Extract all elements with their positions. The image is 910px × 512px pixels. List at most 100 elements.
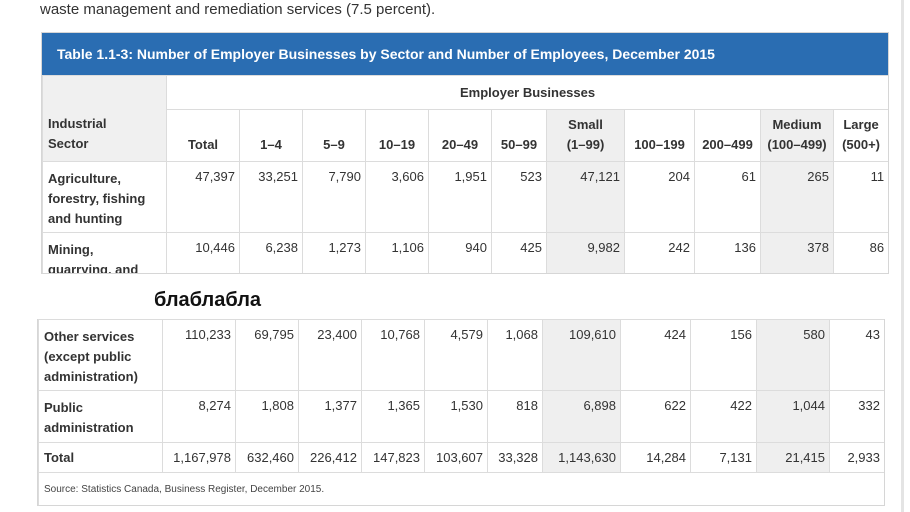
employer-businesses-table: Industrial Sector Employer Businesses To… <box>42 75 888 274</box>
sector-line: and hunting <box>48 211 123 226</box>
value-cell: 523 <box>491 161 547 233</box>
value-cell: 1,530 <box>424 390 488 443</box>
value-cell: 109,610 <box>542 319 621 391</box>
sector-line: forestry, fishing <box>48 191 146 206</box>
sector-cell: Agriculture, forestry, fishing and hunting <box>42 161 167 233</box>
total-value-cell: 7,131 <box>690 442 757 473</box>
sector-cell: Mining, quarrying, and <box>42 232 167 274</box>
total-value-cell: 147,823 <box>361 442 425 473</box>
sector-cell: Public administration <box>38 390 163 443</box>
value-cell: 3,606 <box>365 161 429 233</box>
table-caption: Table 1.1-3: Number of Employer Business… <box>42 33 888 75</box>
value-cell: 204 <box>624 161 695 233</box>
total-value-cell: 21,415 <box>756 442 830 473</box>
value-cell: 61 <box>694 161 761 233</box>
value-cell: 10,768 <box>361 319 425 391</box>
total-label: Total <box>38 442 163 473</box>
value-cell: 1,808 <box>235 390 299 443</box>
value-cell: 10,446 <box>166 232 240 273</box>
column-header-line2: 20–49 <box>441 137 479 152</box>
value-cell: 1,044 <box>756 390 830 443</box>
total-value-cell: 33,328 <box>487 442 543 473</box>
value-cell: 86 <box>832 232 888 273</box>
sector-line: Mining, <box>48 242 94 257</box>
value-cell: 23,400 <box>298 319 362 391</box>
value-cell: 110,233 <box>162 319 236 391</box>
column-header-line2: 5–9 <box>323 137 345 152</box>
value-cell: 424 <box>620 319 691 391</box>
column-header: 1–4 <box>239 109 303 162</box>
column-header: 50–99 <box>491 109 547 162</box>
table-row: Mining, quarrying, and 10,446 6,238 1,273 1,1… <box>42 232 888 274</box>
sector-header-line1: Industrial <box>48 116 107 131</box>
value-cell: 43 <box>829 319 884 391</box>
sector-cell: Other services (except public administrati… <box>38 319 163 391</box>
table-card-top: Table 1.1-3: Number of Employer Business… <box>41 32 889 274</box>
total-value-cell: 1,143,630 <box>542 442 621 473</box>
source-note: Source: Statistics Canada, Business Regi… <box>38 472 884 505</box>
table-card-bottom: Other services (except public administrati… <box>37 319 885 506</box>
sector-line: quarrying, and <box>48 262 139 274</box>
column-header-line2: 1–4 <box>260 137 282 152</box>
column-header-line2: (1–99) <box>566 137 605 152</box>
table-body-top: Agriculture, forestry, fishing and hunting… <box>42 161 888 274</box>
column-header-line2: (100–499) <box>767 137 827 152</box>
value-cell: 1,365 <box>361 390 425 443</box>
value-cell: 1,106 <box>365 232 429 273</box>
value-cell: 818 <box>487 390 543 443</box>
sector-line: Other services <box>44 329 135 344</box>
value-cell: 242 <box>624 232 695 273</box>
employer-businesses-table-continued: Other services (except public administrati… <box>38 319 884 505</box>
value-cell: 378 <box>760 232 834 273</box>
value-cell: 6,238 <box>239 232 303 273</box>
sector-line: Agriculture, <box>48 171 121 186</box>
total-value-cell: 632,460 <box>235 442 299 473</box>
sector-line: administration <box>44 420 134 435</box>
table-row: Public administration 8,274 1,808 1,377 1,365… <box>38 390 884 443</box>
column-header: 100–199 <box>624 109 695 162</box>
column-header-line2: 200–499 <box>702 137 753 152</box>
column-header-line2: 100–199 <box>634 137 685 152</box>
column-header: 5–9 <box>302 109 366 162</box>
column-header: Total <box>166 109 240 162</box>
column-header: Small (1–99) <box>546 109 625 162</box>
value-cell: 33,251 <box>239 161 303 233</box>
value-cell: 422 <box>690 390 757 443</box>
table-row: Agriculture, forestry, fishing and hunting… <box>42 161 888 233</box>
sector-header-line2: Sector <box>48 136 89 151</box>
total-value-cell: 103,607 <box>424 442 488 473</box>
value-cell: 1,951 <box>428 161 492 233</box>
sector-line: (except public <box>44 349 132 364</box>
value-cell: 580 <box>756 319 830 391</box>
value-cell: 47,121 <box>546 161 625 233</box>
value-cell: 1,273 <box>302 232 366 273</box>
column-header: 20–49 <box>428 109 492 162</box>
column-header: 10–19 <box>365 109 429 162</box>
group-header: Employer Businesses <box>165 75 888 110</box>
total-value-cell: 1,167,978 <box>162 442 236 473</box>
overlay-caption: блаблабла <box>154 289 262 311</box>
column-header-line1: Medium <box>772 117 822 132</box>
value-cell: 47,397 <box>166 161 240 233</box>
column-header-line1: Large <box>843 117 879 132</box>
total-value-cell: 226,412 <box>298 442 362 473</box>
value-cell: 8,274 <box>162 390 236 443</box>
sector-header: Industrial Sector <box>42 75 167 162</box>
column-header-line2: (500+) <box>842 137 881 152</box>
column-header-line2: Total <box>187 137 219 152</box>
column-header: Large (500+) <box>832 109 888 162</box>
value-cell: 332 <box>829 390 884 443</box>
column-header-row: Total 1–4 5–9 10–19 20–49 50–99 Small (1–99) 100… <box>43 109 888 162</box>
value-cell: 265 <box>760 161 834 233</box>
value-cell: 136 <box>694 232 761 273</box>
column-header: Medium (100–499) <box>760 109 834 162</box>
total-value-cell: 2,933 <box>829 442 884 473</box>
value-cell: 622 <box>620 390 691 443</box>
value-cell: 156 <box>690 319 757 391</box>
source-row: Source: Statistics Canada, Business Regi… <box>38 472 884 505</box>
column-header-line2: 50–99 <box>500 137 538 152</box>
column-header-line1: Small <box>568 117 603 132</box>
value-cell: 1,377 <box>298 390 362 443</box>
column-header-line2: 10–19 <box>378 137 416 152</box>
page-scrollbar[interactable] <box>901 0 904 512</box>
